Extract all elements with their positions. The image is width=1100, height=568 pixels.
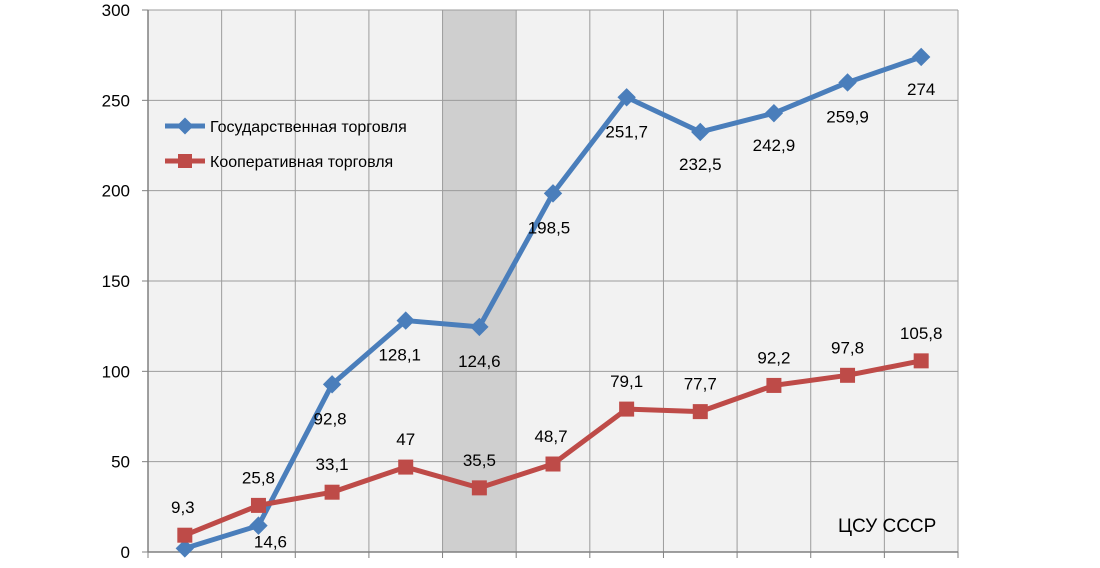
data-label: 124,6	[458, 352, 501, 371]
legend-marker-square	[178, 154, 192, 168]
data-point-diamond	[470, 317, 489, 337]
axes: 0 50 100 150 200 250 300	[102, 1, 959, 562]
data-point-diamond	[764, 103, 784, 123]
data-label: 259,9	[826, 107, 869, 126]
legend-marker-diamond	[176, 117, 194, 135]
legend-label-state: Государственная торговля	[210, 119, 407, 136]
source-note: ЦСУ СССР	[838, 516, 936, 537]
data-label: 105,8	[900, 324, 943, 343]
y-tick-label: 100	[102, 362, 130, 381]
data-label: 92,8	[314, 409, 347, 428]
data-point-square	[177, 527, 193, 543]
data-label: 242,9	[753, 136, 796, 155]
data-labels: 14,6 92,8 128,1 124,6 198,5 251,7 232,5 242,9 25…	[171, 80, 942, 552]
data-label: 25,8	[242, 468, 275, 487]
legend-label-coop: Кооперативная торговля	[210, 154, 393, 171]
y-tick-label: 250	[102, 91, 130, 110]
data-point-square	[913, 353, 929, 369]
data-label: 97,8	[831, 338, 864, 357]
data-point-diamond	[322, 375, 342, 394]
data-point-diamond	[838, 73, 857, 92]
data-label: 35,5	[463, 451, 496, 470]
data-point-square	[619, 401, 635, 417]
y-tick-label: 50	[111, 453, 130, 472]
data-point-diamond	[911, 47, 931, 67]
series-layer	[175, 47, 931, 558]
data-label: 128,1	[378, 346, 421, 365]
data-point-diamond	[691, 122, 710, 142]
data-point-square	[324, 484, 340, 500]
data-label: 251,7	[605, 122, 648, 141]
legend-item-coop: Кооперативная торговля	[165, 154, 393, 171]
y-tick-label: 200	[102, 182, 130, 201]
data-point-square	[398, 459, 414, 475]
data-point-diamond	[543, 184, 563, 203]
data-point-square	[692, 404, 708, 420]
data-label: 198,5	[528, 218, 571, 237]
data-point-diamond	[396, 311, 415, 330]
data-label: 79,1	[610, 372, 643, 391]
data-label: 9,3	[171, 498, 195, 517]
legend-item-state: Государственная торговля	[165, 117, 407, 136]
legend: Государственная торговля Кооперативная т…	[165, 117, 407, 171]
data-label: 77,7	[684, 375, 717, 394]
data-label: 232,5	[679, 155, 722, 174]
data-point-square	[840, 367, 856, 383]
data-point-diamond	[175, 539, 195, 558]
data-point-diamond	[617, 88, 636, 107]
y-tick-label: 300	[102, 1, 130, 20]
y-tick-label: 0	[121, 543, 130, 562]
data-label: 14,6	[254, 533, 287, 552]
data-point-square	[545, 456, 561, 472]
data-label: 33,1	[316, 455, 349, 474]
data-point-diamond	[249, 516, 268, 535]
data-point-square	[766, 377, 782, 393]
data-label: 47	[396, 430, 415, 449]
y-tick-label: 150	[102, 272, 130, 291]
data-label: 92,2	[757, 348, 790, 367]
data-point-square	[250, 497, 266, 513]
data-label: 274	[907, 80, 935, 99]
data-label: 48,7	[534, 427, 567, 446]
data-point-square	[471, 480, 487, 496]
